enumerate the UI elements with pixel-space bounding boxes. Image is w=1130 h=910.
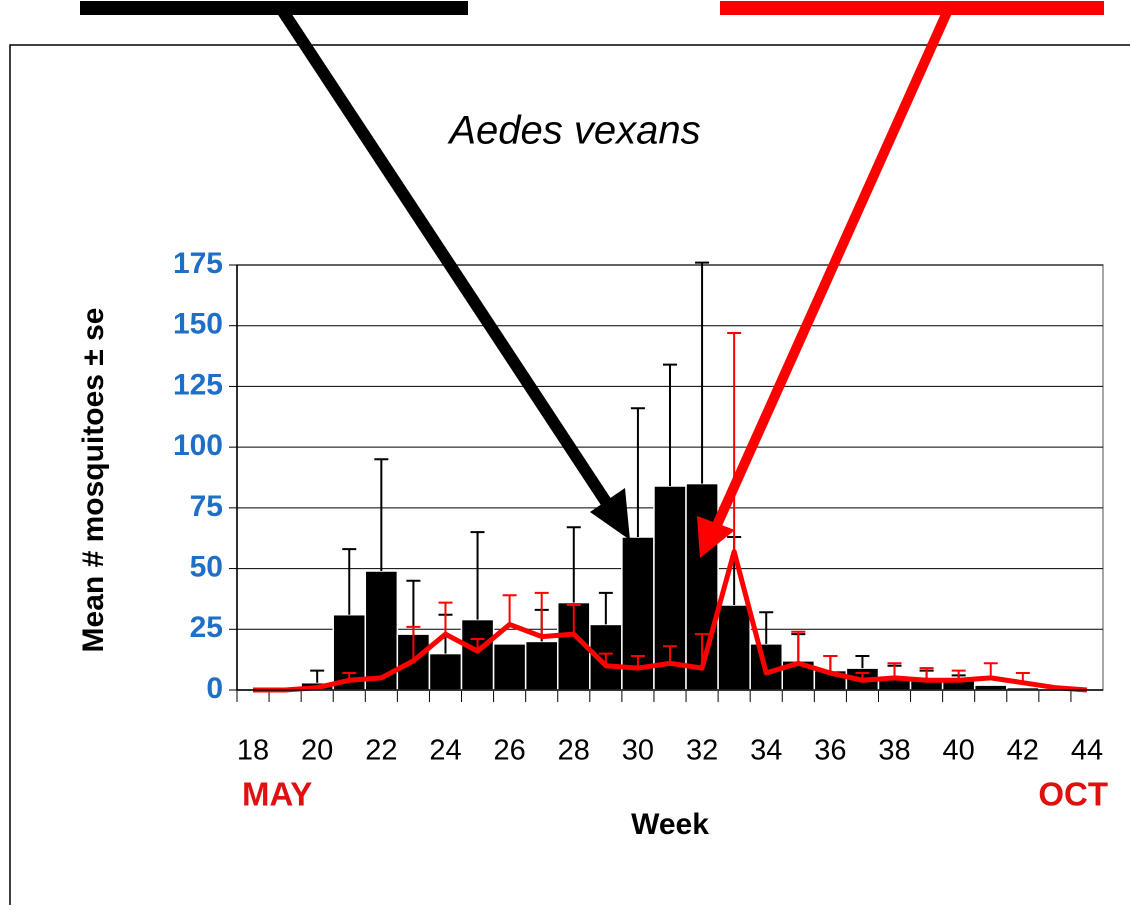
error-bar xyxy=(502,594,517,625)
arrow-head-red xyxy=(697,516,735,558)
y-tick-label: 0 xyxy=(206,672,223,705)
bar xyxy=(460,618,495,691)
error-bar xyxy=(759,611,774,644)
x-tick-label: 34 xyxy=(750,735,782,767)
error-bar xyxy=(598,591,613,625)
x-tick-label: 36 xyxy=(814,735,846,767)
x-tick-label: 32 xyxy=(686,735,718,767)
y-tick-label: 175 xyxy=(173,247,223,280)
error-bar xyxy=(310,669,325,683)
error-bar xyxy=(823,655,838,673)
arrow-red xyxy=(712,7,953,528)
error-bar xyxy=(534,591,549,637)
error-bar xyxy=(791,630,806,664)
error-bar xyxy=(727,332,742,552)
x-start-label: MAY xyxy=(242,776,312,813)
chart-title: Aedes vexans xyxy=(447,109,700,153)
error-bar xyxy=(470,531,485,620)
y-tick-label: 100 xyxy=(173,429,223,462)
x-tick-label: 42 xyxy=(1007,735,1039,767)
x-tick-label: 38 xyxy=(878,735,910,767)
error-bar xyxy=(663,363,677,486)
bar xyxy=(653,485,687,691)
error-bar xyxy=(566,604,581,635)
x-tick-label: 26 xyxy=(493,735,525,767)
bar xyxy=(492,643,527,691)
bar xyxy=(428,652,463,691)
y-tick-label: 150 xyxy=(173,308,223,341)
x-tick-label: 20 xyxy=(301,735,333,767)
x-end-label: OCT xyxy=(1038,776,1108,813)
y-tick-label: 75 xyxy=(190,490,223,523)
plot: 0 25 50 75 100 125 150 175 18 20 22 24 26 28 30 32 34 36 3… xyxy=(173,247,1104,767)
y-tick-label: 50 xyxy=(190,550,223,583)
x-tick-label: 40 xyxy=(943,735,975,767)
x-axis-label: Week xyxy=(631,808,709,841)
error-bar xyxy=(438,601,453,635)
error-bar xyxy=(374,458,389,571)
error-bar xyxy=(406,625,421,661)
error-bar xyxy=(342,548,357,615)
frame xyxy=(9,44,1130,910)
x-tick-label: 24 xyxy=(429,735,461,767)
y-tick-label: 125 xyxy=(173,368,223,401)
arrows xyxy=(276,6,953,558)
arrow-black xyxy=(276,6,616,512)
y-axis-label: Mean # mosquitoes ± se xyxy=(77,308,110,653)
y-tick-label: 25 xyxy=(190,611,223,644)
x-tick-label: 28 xyxy=(558,735,590,767)
arrow-head-black xyxy=(590,488,630,540)
x-tick-label: 18 xyxy=(237,735,269,767)
error-bar xyxy=(406,579,421,635)
x-tick-label: 44 xyxy=(1071,735,1103,767)
bar xyxy=(524,640,559,691)
error-bar xyxy=(566,526,581,603)
x-tick-label: 22 xyxy=(365,735,397,767)
error-bar xyxy=(855,655,870,669)
error-bar xyxy=(695,261,710,484)
error-bar xyxy=(663,645,677,664)
bar xyxy=(717,604,751,691)
line xyxy=(253,549,1088,693)
x-tick-label: 30 xyxy=(622,735,654,767)
error-bar xyxy=(630,407,645,537)
